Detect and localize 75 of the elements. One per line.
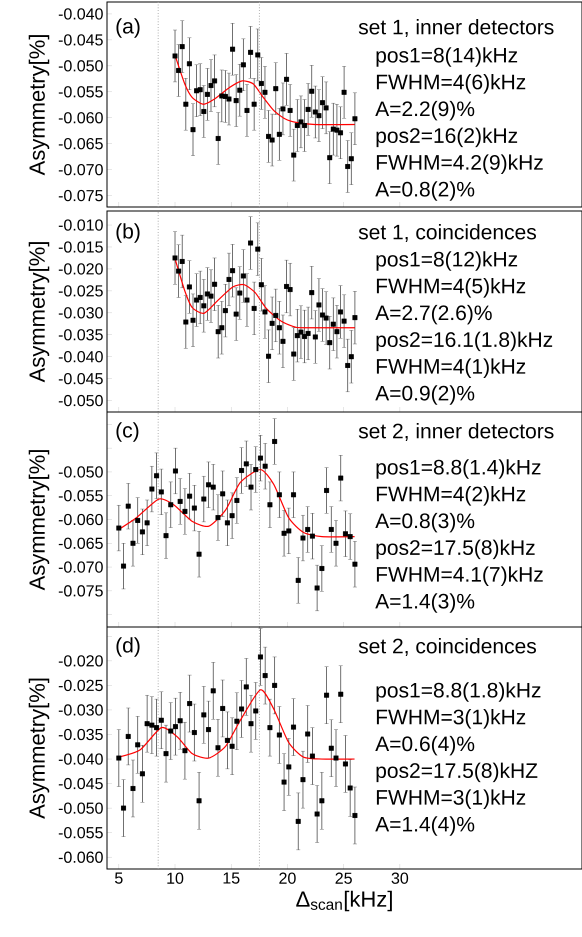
y-tick-label: -0.020: [58, 655, 103, 667]
annotation: A=0.9(2)%: [375, 385, 474, 405]
y-tick-label: -0.060: [58, 112, 103, 124]
annotation: set 1, coincidences: [358, 224, 536, 242]
annotation: FWHM=4.2(9)kHz: [376, 154, 543, 174]
y-tick-label: -0.040: [58, 753, 103, 765]
annotation: FWHM=4(1)kHz: [376, 358, 526, 378]
annotation: FWHM=4(6)kHz: [376, 74, 526, 94]
annotation: pos1=8(12)kHz: [376, 251, 518, 271]
y-axis-title: Asymmetry[%]: [28, 35, 50, 176]
annotation: A=0.6(4)%: [375, 736, 474, 756]
y-tick-label: -0.065: [58, 138, 103, 150]
y-tick-label: -0.010: [58, 219, 103, 231]
annotation: (a): [116, 18, 140, 38]
y-tick-label: -0.035: [58, 728, 103, 740]
y-tick-label: -0.040: [58, 8, 103, 20]
y-tick-label: -0.045: [58, 34, 103, 46]
x-tick-label: 30: [392, 872, 408, 884]
y-tick-label: -0.060: [58, 514, 103, 526]
annotation: FWHM=3(1)kHz: [376, 709, 526, 729]
y-tick-label: -0.045: [58, 778, 103, 790]
annotation: pos2=17.5(8)kHz: [376, 540, 535, 560]
y-tick-label: -0.050: [58, 60, 103, 72]
y-tick-label: -0.070: [58, 561, 103, 573]
annotation: (c): [116, 422, 138, 442]
annotation: A=2.2(9)%: [375, 100, 474, 120]
y-tick-label: -0.030: [58, 704, 103, 716]
y-tick-label: -0.050: [58, 394, 103, 406]
y-tick-label: -0.065: [58, 538, 103, 549]
annotation: FWHM=3(1)kHz: [376, 789, 526, 809]
x-tick-label: 10: [167, 872, 184, 884]
y-tick-label: -0.025: [58, 680, 103, 692]
y-tick-label: -0.015: [58, 241, 103, 253]
y-tick-label: -0.070: [58, 164, 103, 176]
y-tick-label: -0.055: [58, 86, 103, 98]
x-tick-label: 15: [224, 872, 240, 884]
y-tick-label: -0.020: [58, 263, 103, 275]
annotation: A=0.8(2)%: [375, 181, 474, 201]
x-tick-label: 20: [279, 872, 296, 884]
annotation: FWHM=4(2)kHz: [376, 486, 526, 506]
annotation: (b): [116, 223, 140, 243]
x-axis-title: Δ$_{scan}$[kHz]: [296, 890, 392, 912]
y-axis-title: Asymmetry[%]: [28, 450, 50, 590]
y-tick-label: -0.055: [58, 490, 103, 502]
annotation: set 2, coincidences: [358, 638, 536, 656]
annotation: set 2, inner detectors: [358, 423, 554, 441]
x-tick-label: 5: [115, 872, 123, 884]
y-tick-label: -0.050: [58, 802, 103, 814]
annotation: pos1=8.8(1.8)kHz: [376, 682, 540, 702]
y-tick-label: -0.050: [58, 466, 103, 478]
y-tick-label: -0.075: [58, 190, 103, 202]
annotation: pos2=16.1(1.8)kHz: [376, 332, 552, 352]
annotation: FWHM=4(5)kHz: [376, 278, 526, 298]
y-tick-label: -0.035: [58, 329, 103, 340]
annotation: A=1.4(4)%: [375, 816, 474, 836]
annotation: pos2=17.5(8)kHZ: [376, 762, 538, 782]
annotation: A=2.7(2.6)%: [375, 304, 492, 324]
y-axis-title: Asymmetry[%]: [28, 678, 50, 819]
y-tick-label: -0.045: [58, 372, 103, 384]
y-tick-label: -0.060: [58, 852, 103, 863]
annotation: A=1.4(3)%: [375, 593, 474, 613]
annotation: pos2=16(2)kHz: [376, 128, 518, 148]
y-tick-label: -0.030: [58, 307, 103, 318]
y-tick-label: -0.025: [58, 285, 103, 297]
annotation: pos1=8.8(1.4)kHz: [376, 459, 540, 479]
annotation: pos1=8(14)kHz: [376, 47, 518, 67]
y-tick-label: -0.055: [58, 827, 103, 838]
y-axis-title: Asymmetry[%]: [28, 242, 50, 382]
y-tick-label: -0.075: [58, 585, 103, 597]
annotation: set 1, inner detectors: [358, 19, 554, 37]
annotation: FWHM=4.1(7)kHz: [376, 566, 543, 586]
annotation: A=0.8(3)%: [375, 512, 474, 532]
annotation: (d): [116, 637, 140, 657]
x-tick-label: 25: [336, 872, 352, 884]
y-tick-label: -0.040: [58, 351, 103, 362]
